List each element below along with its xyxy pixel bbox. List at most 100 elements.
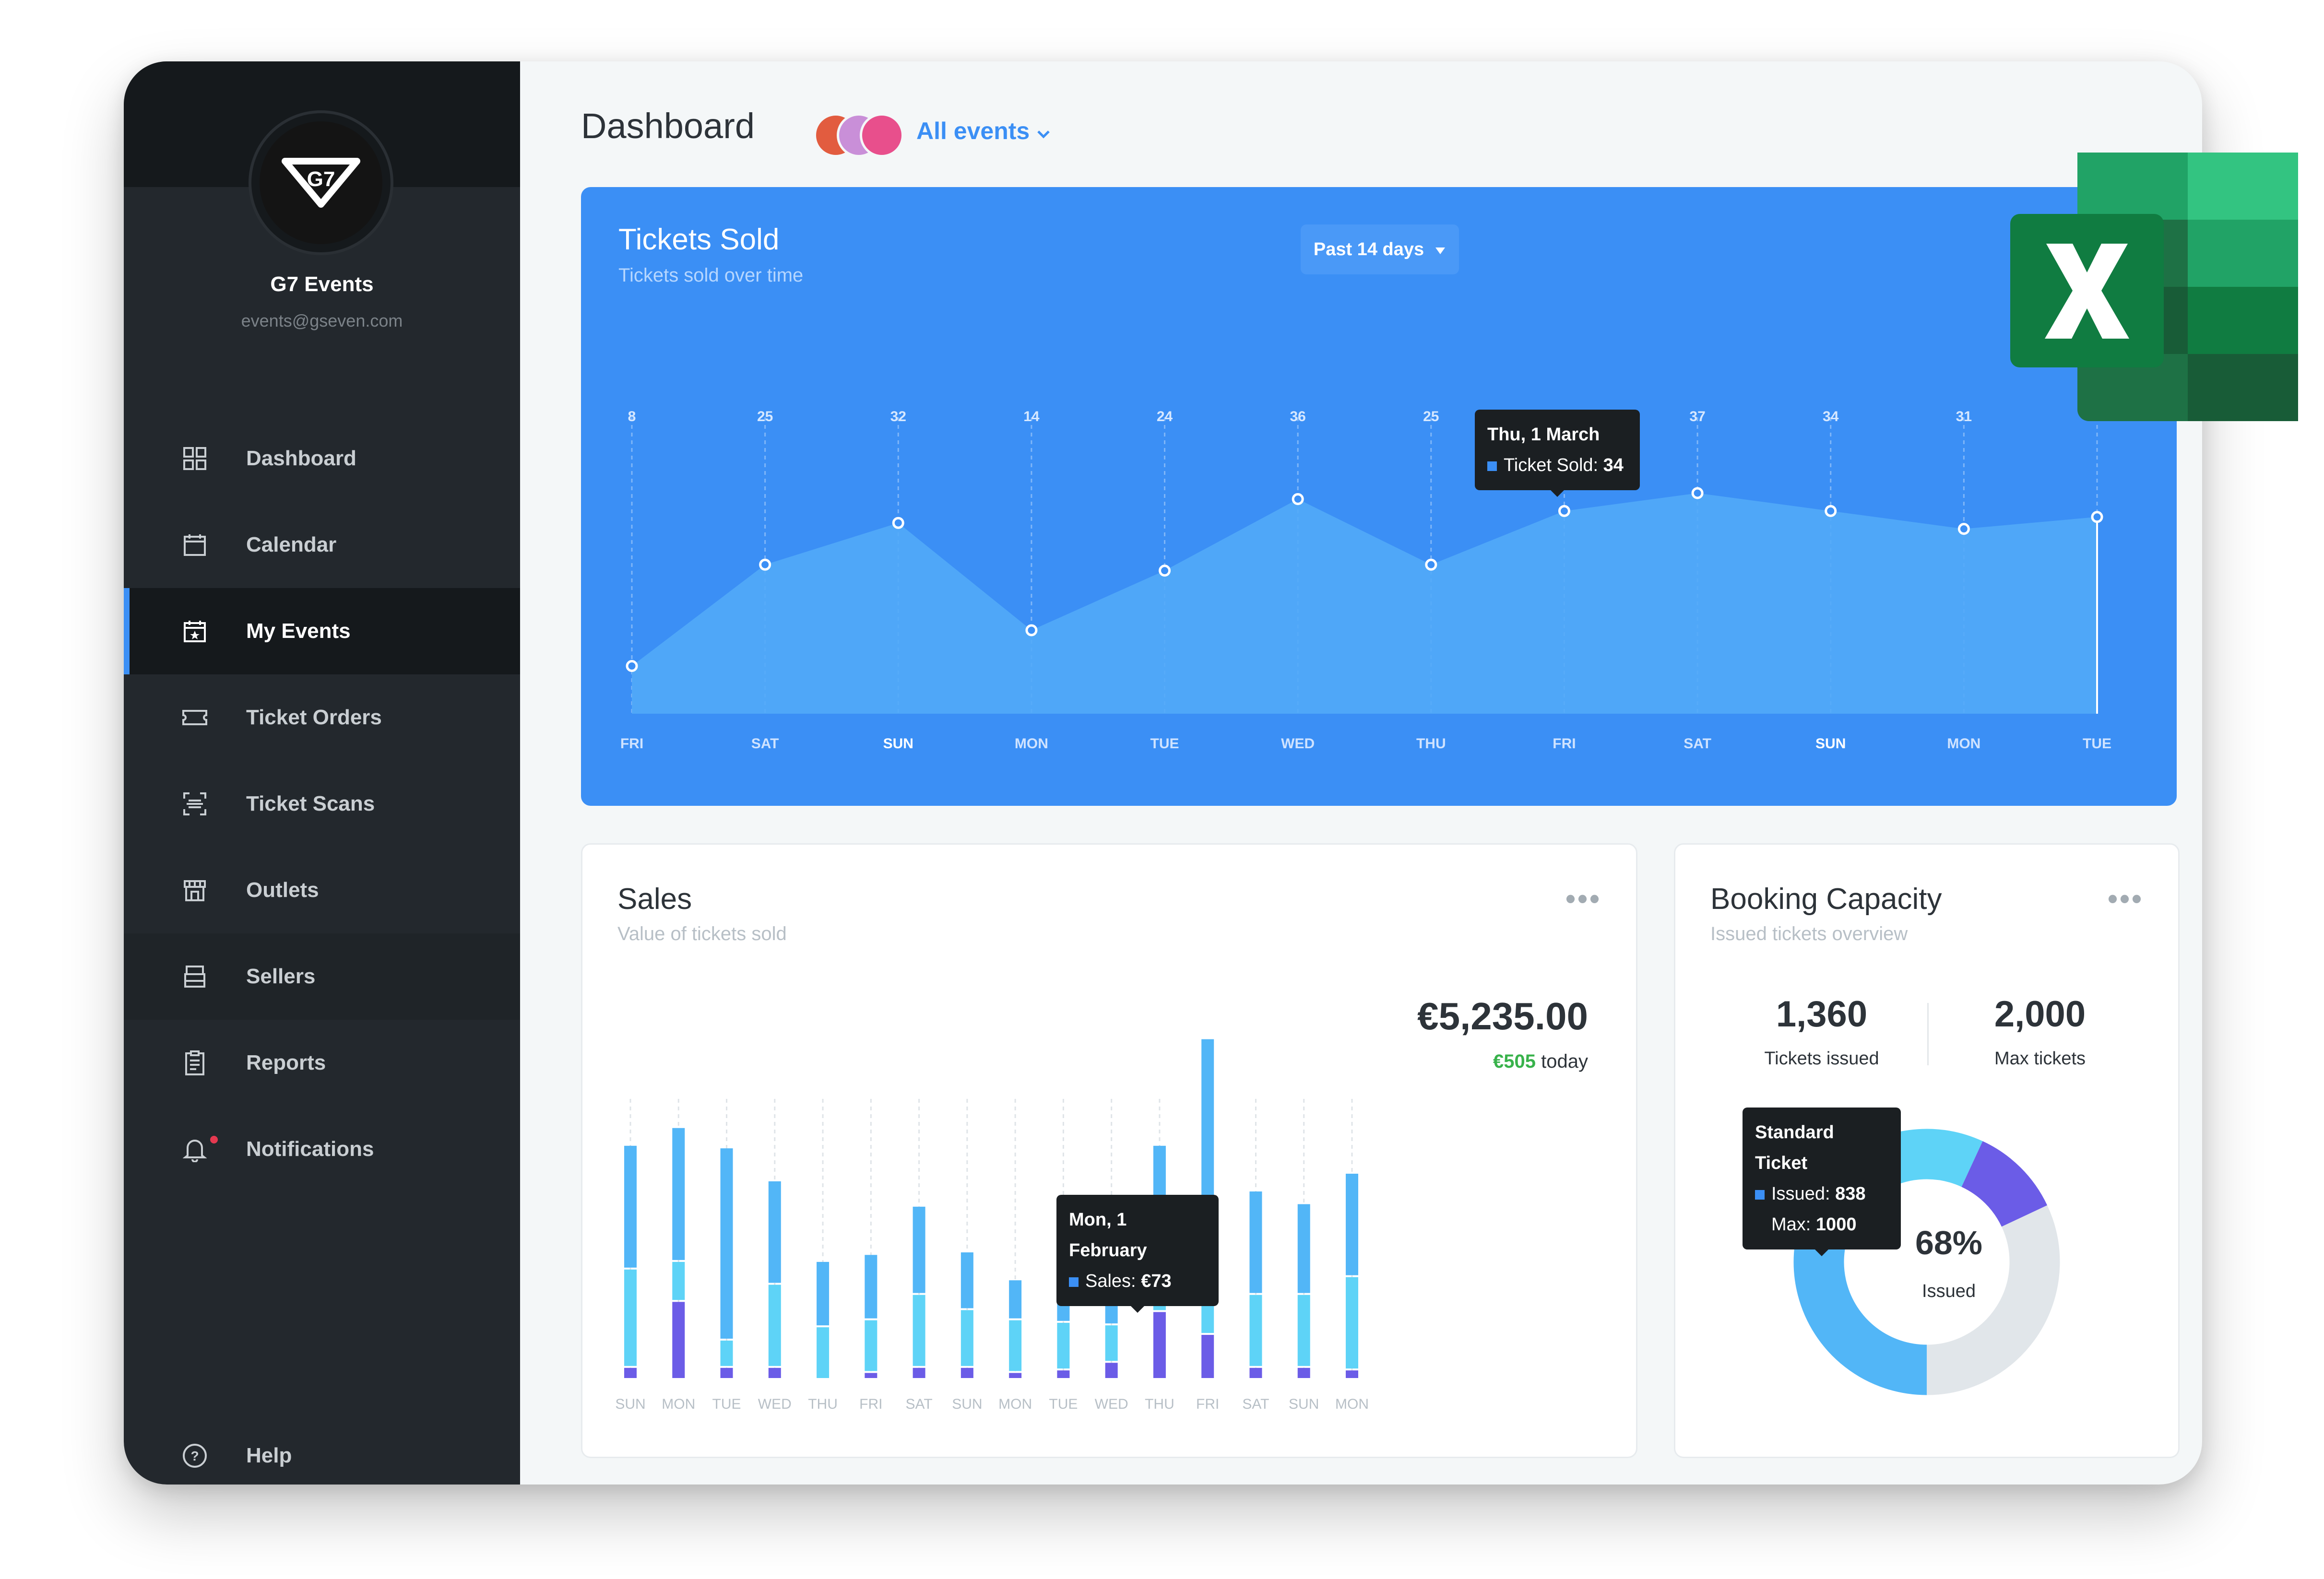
chart-x-tick-label: SAT [906, 1396, 933, 1412]
event-filter-dropdown[interactable]: All events [916, 117, 1051, 145]
stat-label: Tickets issued [1764, 1049, 1879, 1069]
chart-bar-segment [720, 1340, 733, 1366]
chart-x-tick-label: THU [1416, 736, 1446, 752]
chart-bar-segment [1009, 1280, 1022, 1319]
page-title: Dashboard [581, 106, 755, 146]
chart-value-label: 36 [1290, 409, 1305, 424]
chart-bar-segment [624, 1367, 637, 1378]
chart-value-label: 31 [1956, 409, 1972, 424]
chart-bar-segment [1201, 1335, 1214, 1378]
capacity-tooltip: Standard Ticket Issued: 838 Max: 1000 [1743, 1108, 1901, 1256]
chart-bar-segment [1105, 1363, 1118, 1378]
chart-x-tick-label: FRI [620, 736, 643, 752]
tooltip-label: Max: [1771, 1214, 1811, 1235]
sidebar-item-dashboard[interactable]: Dashboard [124, 415, 520, 502]
sidebar-item-label: My Events [246, 619, 351, 643]
chart-bar-segment [1057, 1370, 1070, 1378]
chevron-down-icon [1036, 117, 1051, 145]
chart-x-tick-label: SAT [751, 736, 779, 752]
notification-dot [210, 1136, 218, 1143]
chart-point [1691, 487, 1704, 499]
card-title: Sales [617, 883, 692, 916]
sidebar-item-label: Outlets [246, 878, 319, 902]
stat-value: 1,360 [1776, 994, 1868, 1035]
sidebar-item-reports[interactable]: Reports [124, 1020, 520, 1106]
calendar-star-icon [181, 618, 208, 645]
chart-x-tick-label: SUN [1815, 736, 1846, 752]
chart-x-tick-label: SAT [1242, 1396, 1269, 1412]
tooltip-title: Mon, 1 February [1069, 1210, 1147, 1261]
chart-bar-segment [1297, 1367, 1310, 1378]
org-email: events@gseven.com [241, 311, 403, 330]
sidebar-item-outlets[interactable]: Outlets [124, 847, 520, 933]
sidebar-item-sellers[interactable]: Sellers [124, 933, 520, 1020]
chart-bar-segment [672, 1261, 685, 1300]
chart-x-tick-label: SAT [1684, 736, 1711, 752]
chart-x-tick-label: WED [1095, 1396, 1128, 1412]
excel-logo-icon [2010, 153, 2298, 421]
chart-x-tick-label: SUN [952, 1396, 982, 1412]
chart-value-label: 25 [757, 409, 773, 424]
chart-bar-segment [960, 1252, 973, 1308]
chart-bar-segment [1297, 1204, 1310, 1293]
donut-slice [1926, 1205, 2060, 1395]
chart-bar-segment [1009, 1320, 1022, 1371]
chart-x-tick-label: FRI [859, 1396, 882, 1412]
sidebar-item-ticket-orders[interactable]: Ticket Orders [124, 674, 520, 761]
sidebar-item-ticket-scans[interactable]: Ticket Scans [124, 761, 520, 847]
store-icon [181, 877, 208, 904]
sidebar-item-label: Calendar [246, 533, 337, 556]
chart-value-label: 25 [1423, 409, 1439, 424]
tickets-sold-card: 8 FRI 25 SAT 32 SUN 14 MON 24 TUE 36 WED 25 THU FRI 37 S… [581, 187, 2177, 806]
event-filter-label: All events [916, 118, 1030, 144]
chart-bar-segment [865, 1373, 877, 1378]
tooltip-title: Standard Ticket [1755, 1122, 1834, 1173]
tooltip-value: 34 [1603, 455, 1624, 475]
booking-capacity-card: Booking Capacity Issued tickets overview… [1674, 843, 2180, 1458]
card-title: Tickets Sold [618, 223, 780, 256]
sales-today: €505 today [1493, 1051, 1588, 1072]
card-subtitle: Issued tickets overview [1710, 923, 1908, 944]
event-avatar [860, 113, 904, 157]
stat-value: 2,000 [1994, 994, 2086, 1035]
help-link[interactable]: ? Help [124, 1427, 520, 1485]
chart-value-label: 24 [1157, 409, 1173, 424]
g7-logo-icon: G7 [260, 121, 382, 244]
sidebar-item-my-events[interactable]: My Events [124, 588, 520, 674]
chart-point [1957, 523, 1970, 535]
chart-bar-segment [960, 1310, 973, 1366]
sidebar-item-label: Dashboard [246, 447, 356, 470]
sales-today-value: €505 [1493, 1051, 1536, 1072]
chart-bar-segment [624, 1269, 637, 1366]
sales-card: SUN MON TUE WED THU FRI SAT SUN MON TUE WED THU FRI S… [581, 843, 1637, 1458]
sidebar-item-label: Ticket Orders [246, 706, 382, 729]
series-swatch [1487, 461, 1497, 471]
more-options-icon[interactable]: ••• [2107, 883, 2144, 915]
tickets-issued-stat: 1,360 Tickets issued [1726, 993, 1918, 1069]
more-options-icon[interactable]: ••• [1565, 883, 1601, 915]
tooltip-value: €73 [1141, 1271, 1172, 1291]
question-icon: ? [181, 1442, 208, 1469]
date-range-label: Past 14 days [1313, 239, 1424, 259]
chart-bar-segment [913, 1295, 925, 1366]
stat-divider [1927, 1003, 1929, 1065]
chart-area-series [632, 493, 2097, 714]
org-avatar[interactable]: G7 [251, 113, 391, 252]
sidebar-item-label: Ticket Scans [246, 792, 375, 815]
chart-bar-segment [720, 1367, 733, 1378]
date-range-dropdown[interactable]: Past 14 days [1301, 224, 1459, 274]
event-avatars[interactable] [814, 113, 910, 157]
sidebar-item-notifications[interactable]: Notifications [124, 1106, 520, 1192]
sidebar-item-calendar[interactable]: Calendar [124, 502, 520, 588]
chart-value-label: 14 [1023, 409, 1040, 424]
chart-bar-segment [817, 1261, 830, 1326]
chart-point [1425, 558, 1437, 571]
chart-bar-segment [913, 1367, 925, 1378]
donut-slice [1961, 1141, 2048, 1227]
donut-percent: 68% [1915, 1224, 1983, 1261]
grid-icon [181, 445, 208, 472]
svg-text:G7: G7 [307, 167, 335, 191]
chart-bar-segment [1346, 1370, 1358, 1378]
chart-value-label: 32 [890, 409, 906, 424]
tickets-tooltip: Thu, 1 March Ticket Sold: 34 [1475, 410, 1640, 497]
